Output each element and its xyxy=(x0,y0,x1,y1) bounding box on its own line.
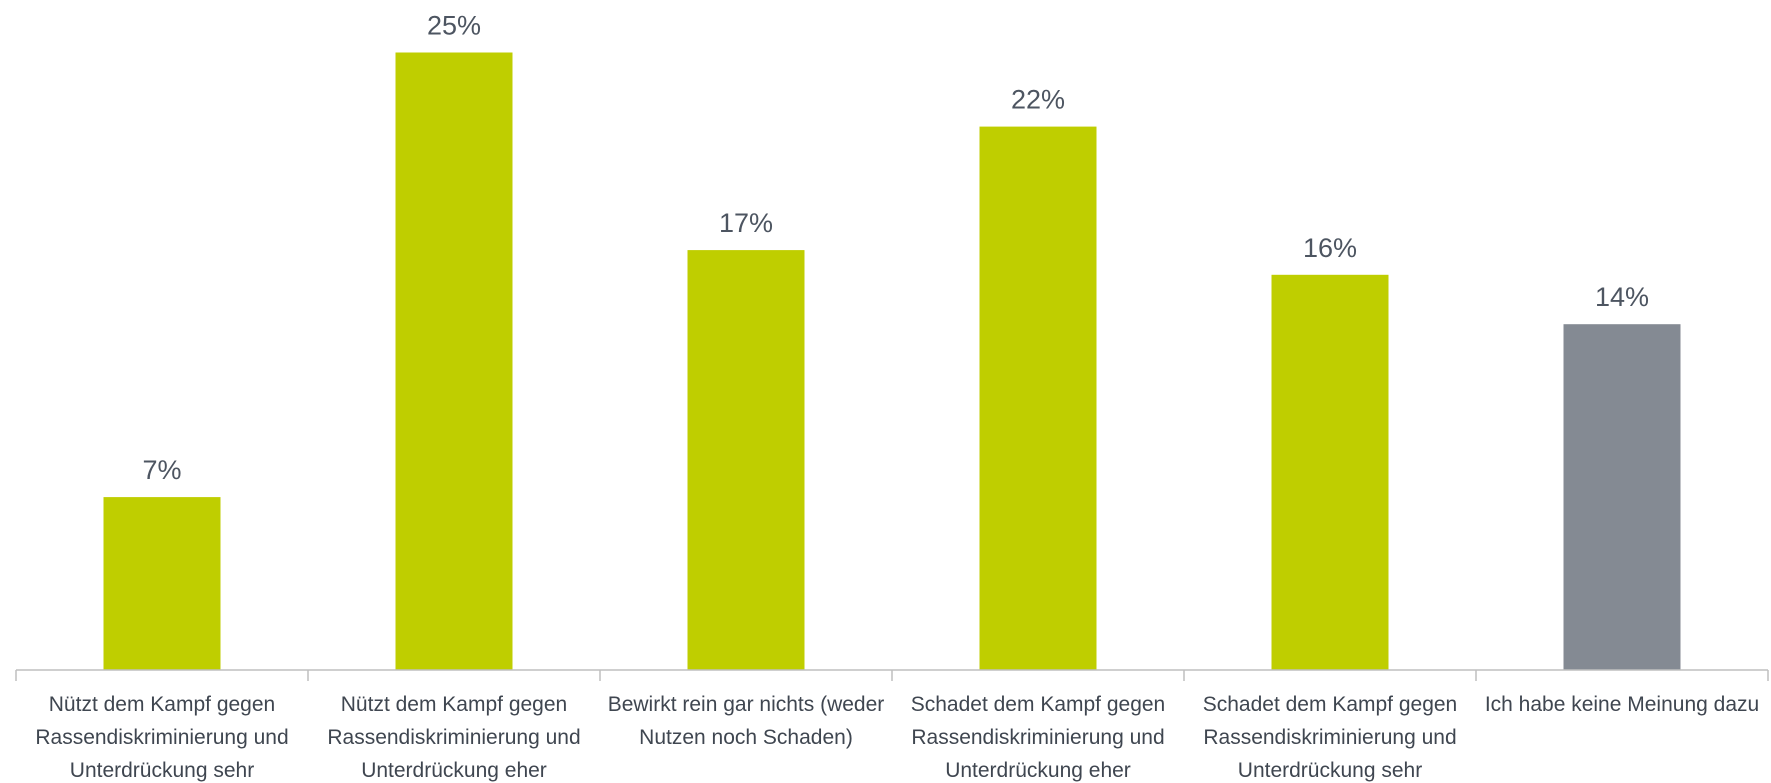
value-label: 14% xyxy=(1595,282,1649,312)
bar xyxy=(1563,324,1681,670)
bar xyxy=(687,250,805,670)
x-tick-label: Bewirkt rein gar nichts (weder Nutzen no… xyxy=(607,693,885,749)
value-label: 17% xyxy=(719,208,773,238)
bar xyxy=(395,52,513,670)
value-label: 25% xyxy=(427,11,481,41)
value-label: 7% xyxy=(142,455,181,485)
x-tick-label: Nützt dem Kampf gegen Rassendiskriminier… xyxy=(35,693,289,782)
x-tick-label: Nützt dem Kampf gegen Rassendiskriminier… xyxy=(327,693,581,782)
value-label: 16% xyxy=(1303,233,1357,263)
x-tick-label: Schadet dem Kampf gegen Rassendiskrimini… xyxy=(1202,693,1458,782)
x-tick-label: Schadet dem Kampf gegen Rassendiskrimini… xyxy=(910,693,1166,782)
bar xyxy=(1271,274,1389,670)
x-tick-label: Ich habe keine Meinung dazu xyxy=(1484,693,1760,716)
value-label: 22% xyxy=(1011,85,1065,115)
bar xyxy=(103,497,221,670)
bar xyxy=(979,126,1097,671)
